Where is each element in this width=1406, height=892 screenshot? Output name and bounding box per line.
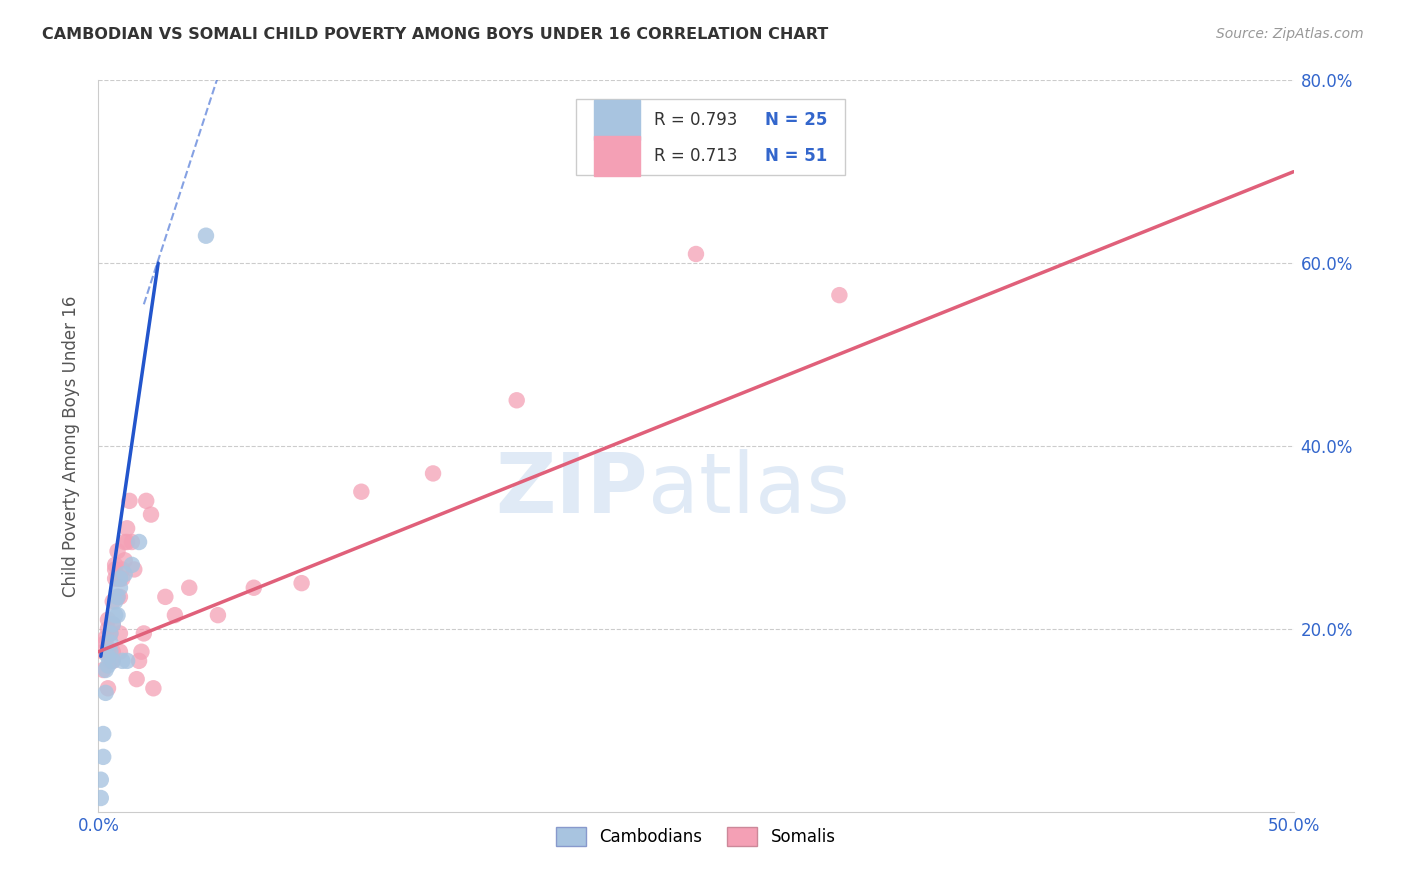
Point [115,654,138,668]
Point [121,535,143,549]
Point [114,553,136,567]
Point [91,727,114,741]
Point [97,649,120,664]
Point [207,608,229,623]
Point [108,572,131,586]
Point [155,590,177,604]
Point [131,645,153,659]
Point [91,645,114,659]
Point [98,645,122,659]
Point [108,590,131,604]
Point [108,572,131,586]
Point [104,608,127,623]
Point [101,594,124,608]
Point [115,535,138,549]
FancyBboxPatch shape [595,100,640,140]
Point [94,663,117,677]
Point [98,626,122,640]
Point [111,654,134,668]
Point [132,626,155,640]
Point [90,791,112,805]
Point [94,686,117,700]
Point [98,654,122,668]
Point [506,393,529,408]
FancyBboxPatch shape [595,136,640,177]
Text: CAMBODIAN VS SOMALI CHILD POVERTY AMONG BOYS UNDER 16 CORRELATION CHART: CAMBODIAN VS SOMALI CHILD POVERTY AMONG … [42,27,828,42]
Point [125,672,148,686]
Point [108,645,131,659]
Point [115,521,138,535]
Point [422,467,444,481]
Point [91,663,114,677]
Point [107,572,129,586]
Text: Source: ZipAtlas.com: Source: ZipAtlas.com [1216,27,1364,41]
Point [107,544,129,558]
Y-axis label: Child Poverty Among Boys Under 16: Child Poverty Among Boys Under 16 [62,295,80,597]
Point [114,567,136,582]
Point [101,617,124,632]
Point [97,658,120,673]
Point [135,494,157,508]
Point [91,749,114,764]
Point [111,562,134,576]
Text: ZIP: ZIP [496,450,648,531]
Point [118,494,141,508]
Point [828,288,851,302]
Point [90,772,112,787]
Point [107,590,129,604]
Text: N = 51: N = 51 [765,147,828,165]
Point [101,645,124,659]
Point [291,576,314,591]
Point [139,508,162,522]
Point [97,645,120,659]
Point [104,562,127,576]
Point [142,681,165,696]
Point [104,572,127,586]
Point [94,635,117,649]
Point [101,654,124,668]
Point [163,608,186,623]
Point [179,581,201,595]
Point [350,484,373,499]
Point [107,608,129,623]
Point [124,562,146,576]
Point [97,622,120,636]
Point [107,590,129,604]
Point [195,228,218,243]
Point [128,654,150,668]
Point [108,626,131,640]
Point [101,617,124,632]
Point [243,581,266,595]
Text: R = 0.713: R = 0.713 [654,147,738,165]
Text: R = 0.793: R = 0.793 [654,111,738,128]
Point [108,581,131,595]
Point [104,594,127,608]
Point [111,572,134,586]
Point [97,681,120,696]
Point [114,535,136,549]
Point [101,654,124,668]
Point [121,558,143,572]
Text: atlas: atlas [648,450,849,531]
Point [128,535,150,549]
Point [685,247,707,261]
Text: N = 25: N = 25 [765,111,828,128]
Point [104,558,127,572]
Legend: Cambodians, Somalis: Cambodians, Somalis [548,819,844,855]
FancyBboxPatch shape [576,99,845,176]
Point [94,631,117,645]
Point [98,635,122,649]
Point [97,613,120,627]
Point [98,626,122,640]
